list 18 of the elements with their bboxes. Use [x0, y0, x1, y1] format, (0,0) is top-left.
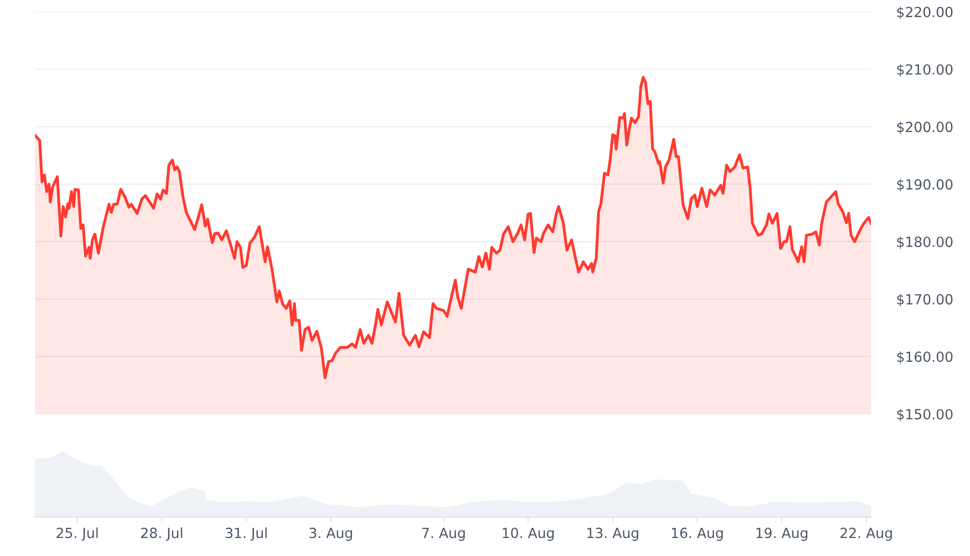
x-tick-label: 7. Aug	[422, 528, 465, 541]
x-tick-label: 31. Jul	[226, 527, 267, 541]
y-tick-label: $170.00	[897, 294, 953, 306]
x-tick-label: 22. Aug	[840, 528, 892, 541]
x-tick-label: 13. Aug	[587, 528, 638, 541]
x-tick-label: 3. Aug	[310, 528, 352, 541]
y-tick-label: $220.00	[897, 6, 953, 20]
y-tick-label: $190.00	[897, 178, 953, 192]
x-tick-label: 10. Aug	[502, 528, 554, 541]
x-tick-label: 16. Aug	[672, 528, 723, 541]
x-tick-label: 19. Aug	[756, 528, 808, 541]
x-tick-label: 28. Jul	[141, 527, 182, 541]
y-tick-label: $180.00	[897, 236, 953, 249]
y-tick-label: $200.00	[897, 121, 953, 134]
y-tick-label: $210.00	[897, 64, 953, 77]
y-tick-label: $160.00	[897, 351, 953, 364]
y-tick-label: $150.00	[897, 408, 953, 422]
x-tick-label: 25. Jul	[56, 527, 98, 541]
